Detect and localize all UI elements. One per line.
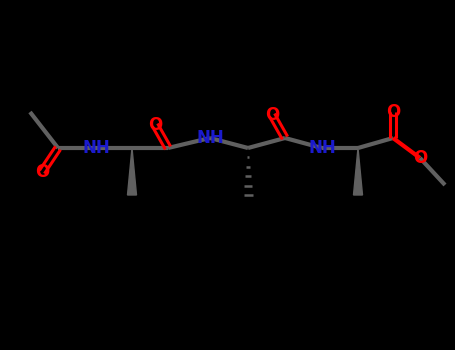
Text: NH: NH (308, 139, 336, 157)
Text: O: O (265, 106, 279, 124)
Text: NH: NH (196, 129, 224, 147)
Text: O: O (148, 116, 162, 134)
Text: O: O (413, 149, 427, 167)
Polygon shape (127, 148, 136, 195)
Text: O: O (35, 163, 49, 181)
Text: NH: NH (82, 139, 110, 157)
Text: O: O (386, 103, 400, 121)
Polygon shape (354, 148, 363, 195)
